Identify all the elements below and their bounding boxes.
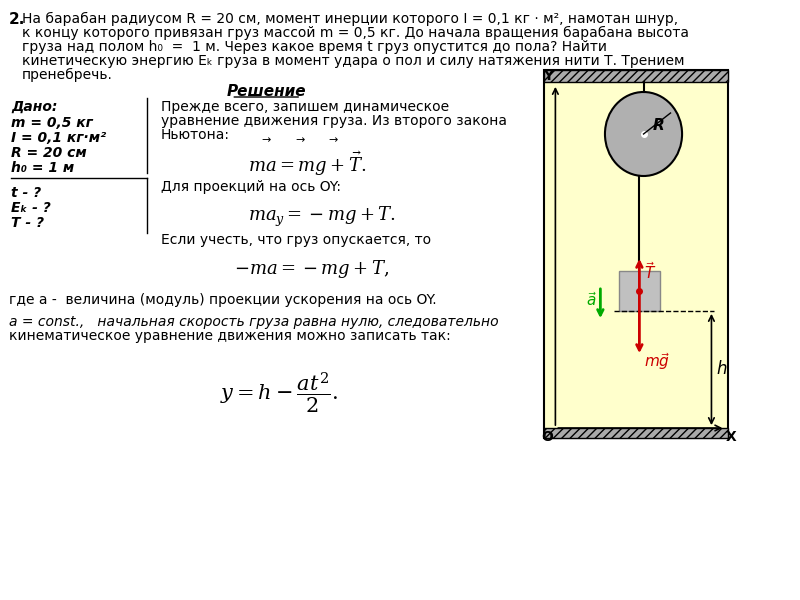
Text: На барабан радиусом R = 20 см, момент инерции которого I = 0,1 кг · м², намотан : На барабан радиусом R = 20 см, момент ин… [22,12,678,26]
Text: груза над полом h₀  =  1 м. Через какое время t груз опустится до пола? Найти: груза над полом h₀ = 1 м. Через какое вр… [22,40,607,54]
Text: a = const.,   начальная скорость груза равна нулю, следовательно: a = const., начальная скорость груза рав… [9,315,499,329]
Text: X: X [726,430,737,444]
Text: 2.: 2. [9,12,26,27]
Text: Дано:: Дано: [11,100,58,114]
Text: где a -  величина (модуль) проекции ускорения на ось OY.: где a - величина (модуль) проекции ускор… [9,293,437,307]
Text: Решение: Решение [226,84,306,99]
Bar [544,70,728,82]
Text: к концу которого привязан груз массой m = 0,5 кг. До начала вращения барабана вы: к концу которого привязан груз массой m … [22,26,689,40]
Bar [544,428,728,438]
Text: $-ma = -mg + T,$: $-ma = -mg + T,$ [234,258,390,280]
Text: h₀ = 1 м: h₀ = 1 м [11,161,74,175]
Circle shape [605,92,682,176]
Text: Для проекций на ось OY:: Для проекций на ось OY: [161,180,341,194]
Text: $ma = mg + \vec{T}.$: $ma = mg + \vec{T}.$ [248,150,366,178]
Text: кинематическое уравнение движения можно записать так:: кинематическое уравнение движения можно … [9,329,451,343]
Text: Eₖ - ?: Eₖ - ? [11,201,50,215]
Text: Если учесть, что груз опускается, то: Если учесть, что груз опускается, то [161,233,430,247]
Text: $y = h - \dfrac{at^2}{2}.$: $y = h - \dfrac{at^2}{2}.$ [220,370,338,415]
Text: I = 0,1 кг·м²: I = 0,1 кг·м² [11,131,106,145]
Text: пренебречь.: пренебречь. [22,68,113,82]
Text: кинетическую энергию Eₖ груза в момент удара о пол и силу натяжения нити Т. Трен: кинетическую энергию Eₖ груза в момент у… [22,54,685,68]
Text: →: → [295,135,305,145]
Bar [544,70,728,438]
Bar [618,271,660,311]
Text: $\vec{a}$: $\vec{a}$ [586,291,597,309]
Text: h: h [716,361,726,379]
Text: уравнение движения груза. Из второго закона: уравнение движения груза. Из второго зак… [161,114,506,128]
Text: R = 20 см: R = 20 см [11,146,86,160]
Text: Прежде всего, запишем динамическое: Прежде всего, запишем динамическое [161,100,449,114]
Text: $m\vec{g}$: $m\vec{g}$ [644,351,670,372]
Text: m = 0,5 кг: m = 0,5 кг [11,116,93,130]
Text: →: → [262,135,271,145]
Text: Ньютона:: Ньютона: [161,128,230,142]
Text: $\vec{T}$: $\vec{T}$ [644,261,656,282]
Text: O: O [541,430,553,444]
Text: R: R [653,118,665,133]
Text: T - ?: T - ? [11,216,44,230]
Text: t - ?: t - ? [11,186,41,200]
Text: →: → [329,135,338,145]
Text: Y: Y [543,69,554,83]
Text: $ma_y = -mg + T.$: $ma_y = -mg + T.$ [248,205,396,229]
